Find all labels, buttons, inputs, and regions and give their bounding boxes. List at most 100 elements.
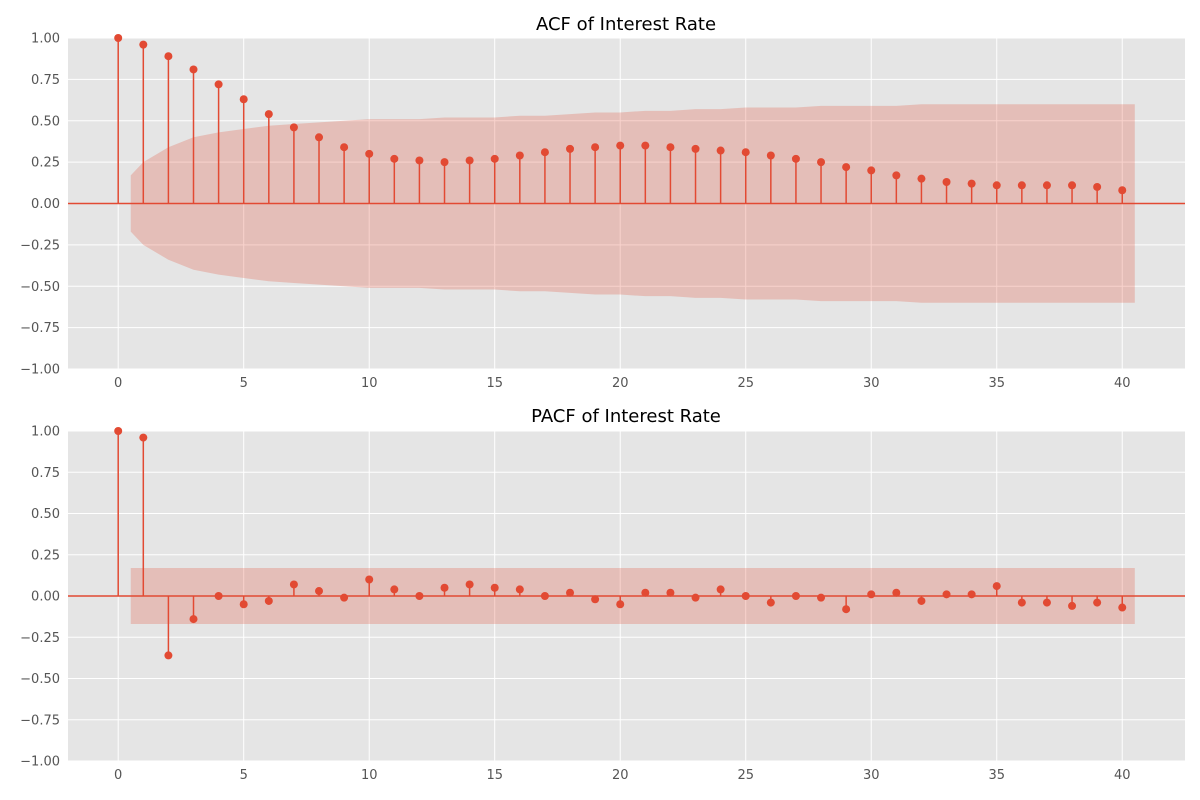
- pacf-x-tick-label: 15: [486, 768, 503, 783]
- acf-x-tick-label: 35: [988, 376, 1005, 391]
- acf-point-lag-4: [214, 80, 223, 89]
- pacf-point-lag-34: [967, 590, 976, 599]
- acf-point-lag-15: [490, 154, 499, 163]
- acf-x-tick-label: 20: [612, 376, 629, 391]
- pacf-x-tick-label: 20: [612, 768, 629, 783]
- pacf-point-lag-25: [741, 592, 750, 600]
- pacf-point-lag-37: [1042, 598, 1051, 607]
- acf-point-lag-29: [842, 163, 851, 172]
- pacf-point-lag-16: [515, 585, 524, 594]
- pacf-y-tick-label: 0.75: [31, 466, 60, 481]
- acf-point-lag-38: [1068, 181, 1077, 190]
- acf-x-tick-label: 40: [1114, 376, 1131, 391]
- acf-point-lag-22: [666, 143, 675, 152]
- acf-point-lag-1: [139, 40, 148, 49]
- acf-y-tick-label: −0.75: [20, 321, 60, 336]
- pacf-y-tick-label: 0.50: [31, 507, 60, 522]
- pacf-y-tick-label: −1.00: [20, 755, 60, 770]
- pacf-point-lag-4: [214, 592, 223, 600]
- pacf-point-lag-10: [365, 575, 374, 584]
- acf-point-lag-23: [691, 144, 700, 153]
- acf-chart-title: ACF of Interest Rate: [536, 14, 716, 35]
- pacf-point-lag-2: [164, 651, 173, 660]
- acf-y-tick-label: −0.50: [20, 280, 60, 295]
- pacf-point-lag-30: [867, 590, 876, 599]
- acf-x-tick-label: 25: [737, 376, 754, 391]
- pacf-point-lag-8: [315, 587, 324, 596]
- acf-point-lag-25: [741, 148, 750, 157]
- pacf-point-lag-40: [1118, 603, 1127, 612]
- acf-point-lag-7: [289, 123, 298, 132]
- pacf-point-lag-11: [390, 585, 399, 594]
- acf-point-lag-19: [591, 143, 600, 152]
- pacf-point-lag-7: [289, 580, 298, 589]
- acf-point-lag-37: [1042, 181, 1051, 190]
- acf-y-tick-label: 0.75: [31, 73, 60, 88]
- acf-point-lag-11: [390, 154, 399, 163]
- pacf-point-lag-22: [666, 588, 675, 597]
- pacf-x-tick-label: 25: [737, 768, 754, 783]
- pacf-x-tick-label: 0: [114, 768, 122, 783]
- pacf-y-tick-label: 0.25: [31, 548, 60, 563]
- pacf-x-tick-label: 10: [361, 768, 378, 783]
- acf-y-tick-label: 0.00: [31, 197, 60, 212]
- acf-point-lag-36: [1017, 181, 1026, 190]
- pacf-y-tick-label: 0.00: [31, 590, 60, 605]
- pacf-point-lag-6: [264, 596, 273, 605]
- acf-x-tick-label: 15: [486, 376, 503, 391]
- pacf-point-lag-28: [817, 593, 826, 602]
- acf-point-lag-21: [641, 141, 650, 150]
- pacf-point-lag-12: [415, 592, 424, 600]
- acf-point-lag-16: [515, 151, 524, 160]
- pacf-chart-title: PACF of Interest Rate: [531, 406, 721, 427]
- acf-y-tick-label: 0.50: [31, 114, 60, 129]
- pacf-point-lag-5: [239, 600, 248, 609]
- acf-x-tick-label: 10: [361, 376, 378, 391]
- acf-point-lag-6: [264, 110, 273, 119]
- pacf-x-tick-label: 40: [1114, 768, 1131, 783]
- pacf-point-lag-19: [591, 595, 600, 604]
- pacf-point-lag-27: [791, 592, 800, 600]
- acf-point-lag-26: [766, 151, 775, 160]
- acf-point-lag-39: [1093, 182, 1102, 191]
- acf-point-lag-13: [440, 158, 449, 167]
- pacf-y-tick-label: 1.00: [31, 425, 60, 440]
- pacf-point-lag-15: [490, 583, 499, 592]
- acf-point-lag-24: [716, 146, 725, 155]
- acf-x-tick-label: 0: [114, 376, 122, 391]
- acf-x-tick-label: 5: [240, 376, 248, 391]
- acf-point-lag-0: [114, 34, 123, 42]
- pacf-point-lag-38: [1068, 601, 1077, 610]
- acf-point-lag-14: [465, 156, 474, 165]
- acf-y-tick-label: 0.25: [31, 156, 60, 171]
- pacf-point-lag-39: [1093, 598, 1102, 607]
- pacf-x-tick-label: 35: [988, 768, 1005, 783]
- pacf-point-lag-26: [766, 598, 775, 607]
- acf-point-lag-20: [616, 141, 625, 150]
- pacf-point-lag-17: [540, 592, 549, 600]
- pacf-point-lag-18: [566, 588, 575, 597]
- acf-point-lag-33: [942, 177, 951, 186]
- acf-point-lag-27: [791, 154, 800, 163]
- acf-point-lag-30: [867, 166, 876, 175]
- acf-point-lag-31: [892, 171, 901, 180]
- pacf-point-lag-3: [189, 615, 198, 624]
- pacf-point-lag-31: [892, 588, 901, 597]
- pacf-point-lag-20: [616, 600, 625, 609]
- acf-y-tick-label: −1.00: [20, 363, 60, 378]
- pacf-point-lag-14: [465, 580, 474, 589]
- pacf-y-tick-label: −0.25: [20, 631, 60, 646]
- pacf-point-lag-1: [139, 433, 148, 442]
- acf-x-tick-label: 30: [863, 376, 880, 391]
- pacf-point-lag-23: [691, 593, 700, 602]
- pacf-y-tick-label: −0.75: [20, 713, 60, 728]
- acf-point-lag-18: [566, 144, 575, 153]
- acf-point-lag-12: [415, 156, 424, 165]
- pacf-point-lag-36: [1017, 598, 1026, 607]
- acf-y-tick-label: 1.00: [31, 32, 60, 47]
- pacf-point-lag-32: [917, 596, 926, 605]
- pacf-point-lag-29: [842, 605, 851, 614]
- acf-point-lag-17: [540, 148, 549, 157]
- acf-point-lag-3: [189, 65, 198, 74]
